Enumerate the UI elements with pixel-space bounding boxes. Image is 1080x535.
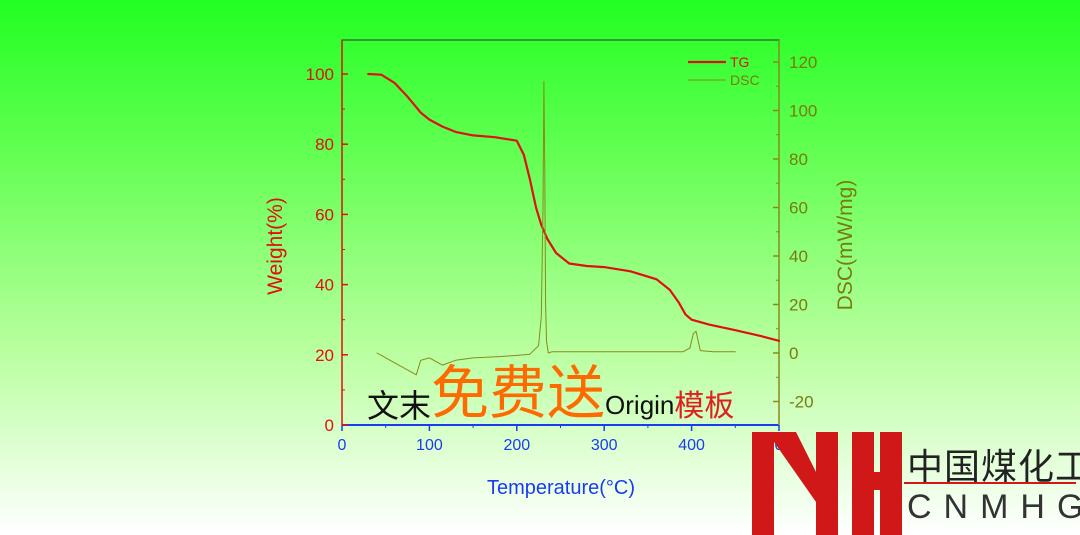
legend-label-tg: TG [730, 54, 749, 70]
promo-text-template: 模板 [674, 389, 735, 424]
y-left-tick-label: 20 [315, 346, 334, 365]
y-right-tick-label: 60 [789, 199, 808, 218]
y-left-tick-label: 40 [315, 276, 334, 295]
x-tick-label: 0 [338, 437, 347, 454]
y-left-tick-label: 100 [306, 65, 334, 84]
x-tick-label: 100 [416, 437, 443, 454]
y-axis-left-label: Weight(%) [264, 197, 287, 295]
tg-series-line [367, 72, 781, 342]
promo-text-origin: Origin [605, 390, 675, 420]
y-right-tick-label: 120 [789, 53, 817, 72]
cnmhg-logo: 中国煤化工 CNMHG [752, 432, 1080, 535]
y-right-tick-label: -20 [789, 393, 814, 412]
promo-text-1: 文末 [367, 387, 432, 425]
y-left-tick-label: 80 [315, 135, 334, 154]
promo-text-free: 免费送 [431, 359, 606, 427]
logo-chinese-text: 中国煤化工 [907, 447, 1080, 488]
x-tick-label: 200 [503, 437, 530, 454]
y-left-tick-label: 60 [315, 205, 334, 224]
dsc-series-line [376, 80, 736, 376]
x-tick-label: 300 [591, 437, 618, 454]
x-axis-label: Temperature(°C) [487, 477, 635, 499]
y-axis-right-label: DSC(mW/mg) [834, 180, 857, 311]
y-right-tick-label: 100 [789, 102, 817, 121]
y-left-tick-label: 0 [325, 416, 334, 435]
x-tick-label: 400 [678, 437, 705, 454]
y-right-tick-label: 80 [789, 150, 808, 169]
legend-label-dsc: DSC [730, 72, 760, 88]
logo-english-text: CNMHG [907, 488, 1080, 526]
promo-banner: 文末 免费送 Origin 模板 [367, 352, 734, 422]
logo-divider [904, 482, 1076, 484]
y-right-tick-label: 40 [789, 247, 808, 266]
y-right-tick-label: 0 [789, 344, 798, 363]
y-right-tick-label: 20 [789, 296, 808, 315]
mh-logo-mark-icon [752, 432, 902, 535]
